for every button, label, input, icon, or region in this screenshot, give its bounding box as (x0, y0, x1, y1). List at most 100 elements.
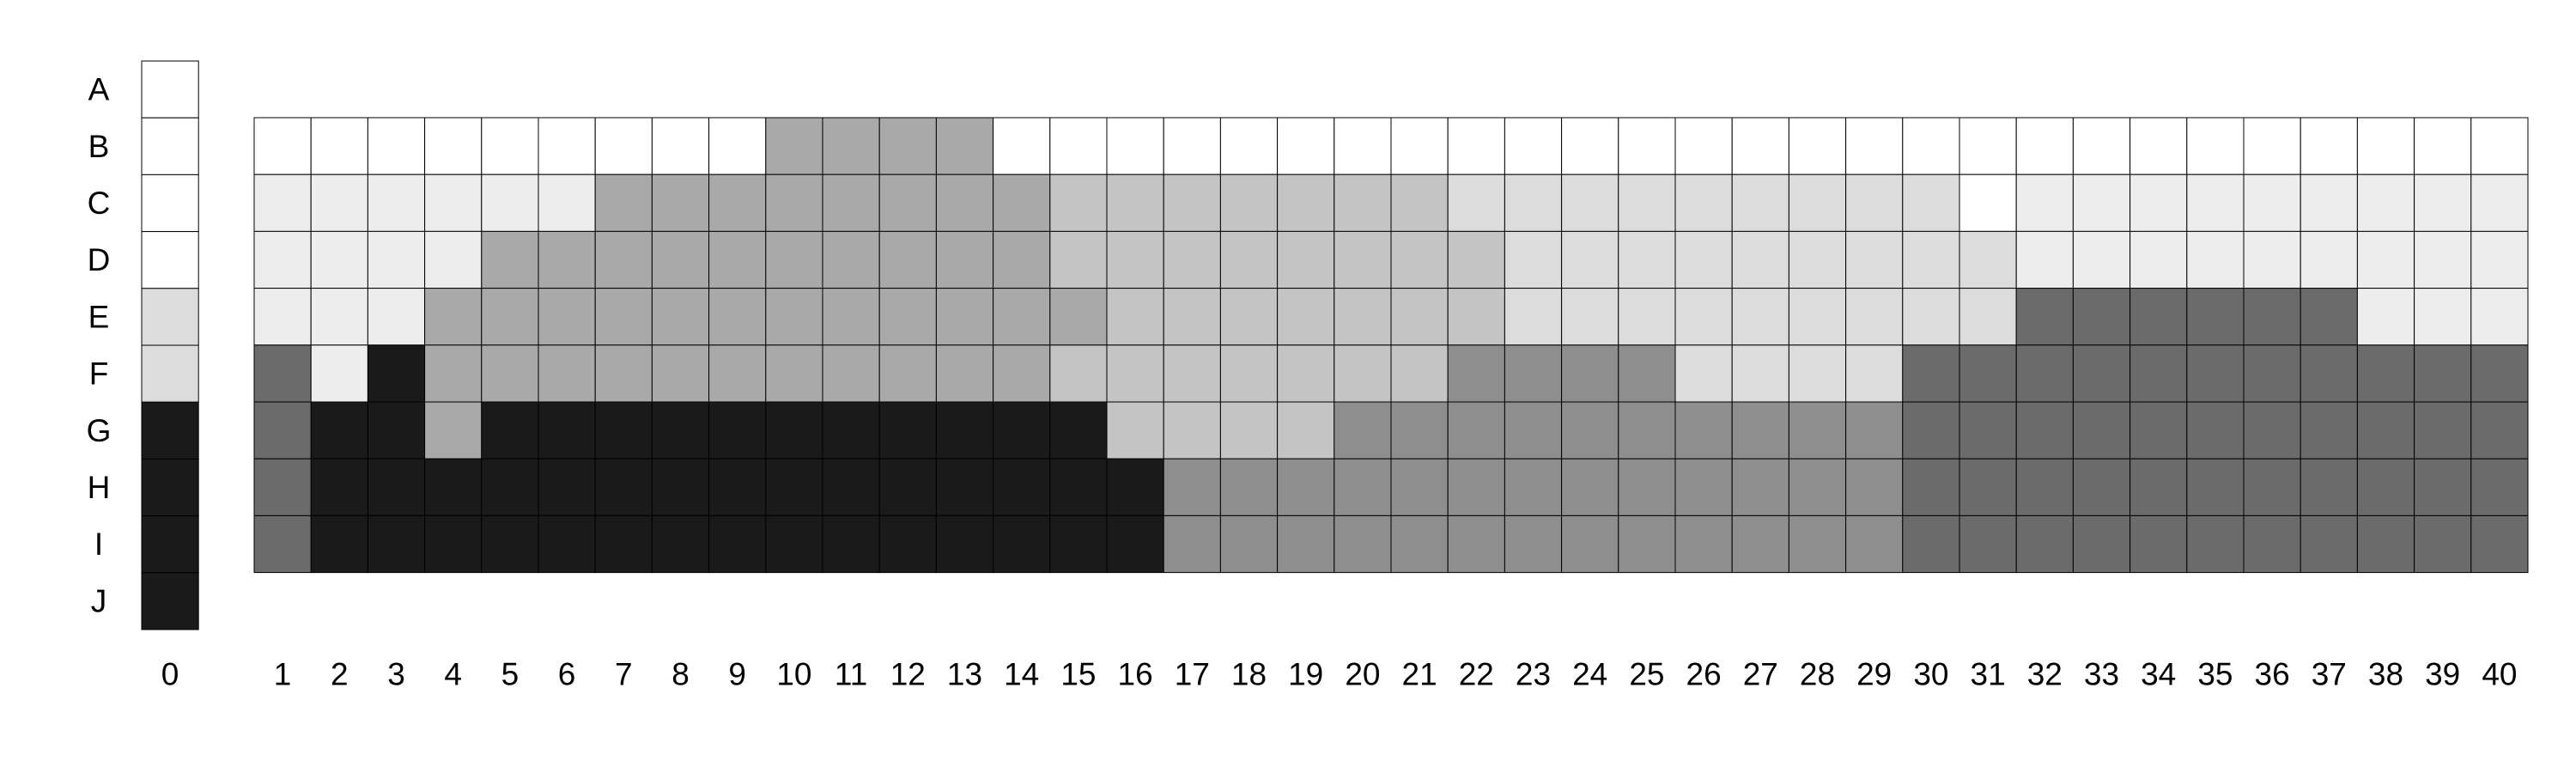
cell-D-15 (1049, 230, 1108, 289)
row-label-H: H (88, 470, 111, 505)
cell-B-32 (2015, 117, 2074, 175)
cell-G-5 (481, 401, 539, 460)
cell-I-8 (651, 514, 710, 574)
col-label-35: 35 (2197, 657, 2233, 692)
cell-C-39 (2414, 173, 2472, 232)
cell-E-5 (481, 288, 539, 346)
cell-E-35 (2186, 288, 2245, 346)
cell-F-16 (1106, 344, 1164, 403)
cell-H-2 (310, 458, 368, 516)
cell-H-5 (481, 458, 539, 516)
cell-F-4 (424, 344, 483, 403)
cell-F-22 (1447, 344, 1505, 403)
cell-H-40 (2470, 458, 2529, 516)
col-label-13: 13 (947, 657, 982, 692)
cell-D-29 (1845, 230, 1904, 289)
cell-C-22 (1447, 173, 1505, 232)
col-label-23: 23 (1516, 657, 1551, 692)
col-label-29: 29 (1856, 657, 1892, 692)
cell-I-30 (1902, 514, 1960, 574)
col-label-26: 26 (1686, 657, 1722, 692)
cell-H-22 (1447, 458, 1505, 516)
row-label-G: G (87, 413, 112, 448)
cell-F-23 (1504, 344, 1563, 403)
cell-C-4 (424, 173, 483, 232)
cell-E-36 (2243, 288, 2301, 346)
cell-G-10 (765, 401, 823, 460)
col-label-0: 0 (161, 657, 179, 692)
cell-C-17 (1163, 173, 1221, 232)
col-label-7: 7 (615, 657, 633, 692)
cell-H-24 (1561, 458, 1619, 516)
cell-G-20 (1334, 401, 1392, 460)
row-label-A: A (88, 72, 110, 107)
cell-E-6 (538, 288, 596, 346)
cell-C-31 (1959, 173, 2017, 232)
cell-I-22 (1447, 514, 1505, 574)
cell-C-10 (765, 173, 823, 232)
cell-F-1 (253, 344, 312, 403)
cell-G-19 (1277, 401, 1335, 460)
cell-I-12 (878, 514, 937, 574)
col-label-18: 18 (1231, 657, 1267, 692)
cell-F-36 (2243, 344, 2301, 403)
cell-G-26 (1674, 401, 1733, 460)
cell-D-13 (935, 230, 994, 289)
cell-E-19 (1277, 288, 1335, 346)
cell-B-17 (1163, 117, 1221, 175)
cell-E-32 (2015, 288, 2074, 346)
cell-C-24 (1561, 173, 1619, 232)
cell-F-2 (310, 344, 368, 403)
cell-E-18 (1219, 288, 1279, 346)
cell-E-10 (765, 288, 823, 346)
cell-B-13 (935, 117, 994, 175)
cell-F-32 (2015, 344, 2074, 403)
cell-C-27 (1731, 173, 1789, 232)
cell-B-34 (2129, 117, 2188, 175)
cell-I-1 (253, 514, 312, 574)
cell-I-20 (1334, 514, 1392, 574)
cell-C-5 (481, 173, 539, 232)
cell-D-9 (708, 230, 767, 289)
cell-B-12 (878, 117, 937, 175)
cell-F-38 (2356, 344, 2415, 403)
cell-D-31 (1959, 230, 2017, 289)
cell-G-21 (1390, 401, 1449, 460)
cell-D-40 (2470, 230, 2529, 289)
cell-C-30 (1902, 173, 1960, 232)
cell-H-33 (2072, 458, 2131, 516)
cell-G-31 (1959, 401, 2017, 460)
cell-B-18 (1219, 117, 1279, 175)
cell-B-24 (1561, 117, 1619, 175)
cell-G-32 (2015, 401, 2074, 460)
cell-C-1 (253, 173, 312, 232)
cell-G-36 (2243, 401, 2301, 460)
cell-D-16 (1106, 230, 1164, 289)
cell-F-25 (1618, 344, 1676, 403)
cell-I-10 (765, 514, 823, 574)
cell-C-33 (2072, 173, 2131, 232)
cell-D-36 (2243, 230, 2301, 289)
cell-I-40 (2470, 514, 2529, 574)
cell-B-21 (1390, 117, 1449, 175)
cell-I-3 (367, 514, 426, 574)
cell-I-16 (1106, 514, 1164, 574)
cell-B-16 (1106, 117, 1164, 175)
col-label-17: 17 (1175, 657, 1210, 692)
cell-E-1 (253, 288, 312, 346)
cell-D-6 (538, 230, 596, 289)
cell-F-3 (367, 344, 426, 403)
cell-D-39 (2414, 230, 2472, 289)
cell-E-16 (1106, 288, 1164, 346)
cell-E-34 (2129, 288, 2188, 346)
cell-D-25 (1618, 230, 1676, 289)
cell-G-3 (367, 401, 426, 460)
cell-B-22 (1447, 117, 1505, 175)
cell-D-12 (878, 230, 937, 289)
ref-cell-J (141, 572, 199, 630)
cell-E-30 (1902, 288, 1960, 346)
cell-D-17 (1163, 230, 1221, 289)
col-label-19: 19 (1288, 657, 1323, 692)
cell-B-10 (765, 117, 823, 175)
cell-E-38 (2356, 288, 2415, 346)
